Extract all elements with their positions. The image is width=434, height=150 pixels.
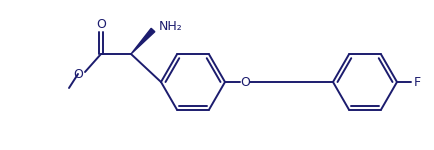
- Text: O: O: [73, 68, 83, 81]
- Text: F: F: [412, 75, 420, 88]
- Text: NH₂: NH₂: [159, 21, 182, 33]
- Text: O: O: [96, 18, 106, 32]
- Polygon shape: [131, 28, 155, 54]
- Text: O: O: [240, 75, 250, 88]
